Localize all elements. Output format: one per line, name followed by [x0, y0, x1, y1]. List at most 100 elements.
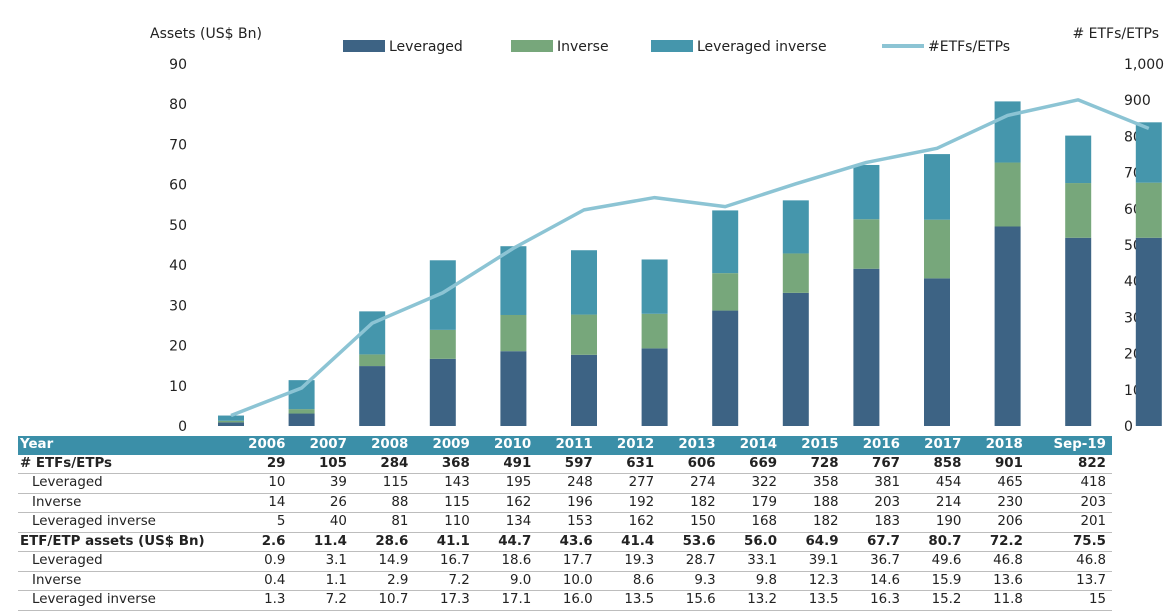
- bar-segment: [641, 348, 668, 426]
- table-cell: 75.5: [1028, 532, 1112, 552]
- table-row: Leveraged 10 39 115 143 195 248 277 274 322 358 381…: [18, 473, 1112, 494]
- table-cell: 46.8: [1028, 551, 1112, 572]
- bar-segment: [712, 310, 739, 426]
- table-column-header: 2010: [475, 436, 538, 455]
- bar-segment: [782, 200, 809, 254]
- table-cell: 12.3: [783, 571, 845, 591]
- bar-segment: [641, 313, 668, 349]
- line-series: [230, 98, 1150, 418]
- left-tick-label: 70: [169, 137, 187, 153]
- table-cell: 465: [967, 473, 1029, 494]
- table-column-header: 2009: [414, 436, 476, 455]
- bar-segment: [641, 259, 668, 314]
- bar-segment: [288, 380, 315, 410]
- bar-segment: [1065, 237, 1092, 426]
- table-row-label: Inverse: [18, 571, 230, 591]
- table-cell: 7.2: [414, 571, 476, 591]
- table-cell: 1.1: [291, 571, 353, 591]
- table-cell: 46.8: [967, 551, 1029, 572]
- bar-segment: [712, 273, 739, 311]
- bar-group: [218, 101, 1162, 426]
- table-row: Leveraged 0.9 3.1 14.9 16.7 18.6 17.7 19.3 28.7 3…: [18, 551, 1112, 572]
- bar-segment: [924, 278, 950, 426]
- table-cell: 28.7: [660, 551, 722, 572]
- table-cell: 597: [537, 454, 599, 474]
- left-axis-title: Assets (US$ Bn): [150, 26, 262, 42]
- table-cell: 0.4: [230, 571, 292, 591]
- table-cell: 13.2: [721, 590, 784, 611]
- table-row-label: Inverse: [18, 493, 230, 513]
- table-cell: 3.1: [291, 551, 353, 572]
- table-column-header: 2016: [844, 436, 906, 455]
- table-cell: 49.6: [905, 551, 968, 572]
- table-row: Inverse 14 26 88 115 162 196 192 182 179 188 203 214…: [18, 493, 1112, 513]
- table-cell: 17.7: [537, 551, 599, 572]
- table-cell: 72.2: [967, 532, 1029, 552]
- table-cell: 381: [844, 473, 906, 494]
- chart-legend: Leveraged Inverse Leveraged inverse #ETFs/E…: [343, 39, 1010, 55]
- legend-swatch: [343, 40, 385, 52]
- table-cell: 7.2: [291, 590, 353, 611]
- bar-segment: [218, 415, 244, 421]
- table-cell: 11.4: [291, 532, 353, 552]
- table-cell: 40: [291, 512, 353, 533]
- table-row: Leveraged inverse 5 40 81 110 134 153 162 150 168…: [18, 512, 1112, 533]
- table-body: # ETFs/ETPs 29 105 284 368 491 597 631 606 669 728…: [18, 454, 1112, 611]
- legend-label: Inverse: [557, 39, 609, 55]
- bar-segment: [712, 210, 739, 274]
- table-cell: 728: [783, 454, 845, 474]
- right-tick-label: 0: [1124, 419, 1133, 435]
- table-cell: 81: [352, 512, 415, 533]
- table-cell: 36.7: [844, 551, 906, 572]
- table-cell: 39.1: [783, 551, 845, 572]
- table-cell: 15.6: [660, 590, 722, 611]
- table-cell: 134: [475, 512, 538, 533]
- table-cell: 182: [660, 493, 722, 513]
- table-cell: 196: [537, 493, 599, 513]
- table-row-label: # ETFs/ETPs: [18, 454, 230, 474]
- table-cell: 203: [1028, 493, 1112, 513]
- right-axis-title: # ETFs/ETPs: [1072, 26, 1159, 42]
- table-cell: 9.3: [660, 571, 722, 591]
- table-cell: 153: [537, 512, 599, 533]
- table-cell: 88: [352, 493, 415, 513]
- bar-segment: [924, 219, 950, 279]
- left-tick-label: 60: [169, 178, 187, 194]
- left-tick-label: 20: [169, 339, 187, 355]
- left-axis-ticks: 0 10 20 30 40 50 60 70 80 90: [169, 57, 187, 435]
- table-cell: 115: [352, 473, 415, 494]
- bar-segment: [853, 219, 880, 269]
- table-column-header: 2012: [598, 436, 661, 455]
- table-cell: 277: [598, 473, 661, 494]
- table-cell: 13.5: [598, 590, 661, 611]
- table-cell: 150: [660, 512, 722, 533]
- right-tick-label: 1,000: [1124, 57, 1164, 73]
- bar-segment: [994, 101, 1021, 163]
- bar-segment: [429, 358, 456, 426]
- table-cell: 43.6: [537, 532, 599, 552]
- table-cell: 5: [230, 512, 292, 533]
- table-cell: 39: [291, 473, 353, 494]
- table-column-header: 2008: [352, 436, 415, 455]
- table-cell: 418: [1028, 473, 1112, 494]
- table-row-label: Leveraged: [18, 551, 230, 572]
- table-header-label: Year: [18, 436, 230, 455]
- bar-segment: [782, 253, 809, 293]
- table-cell: 669: [721, 454, 784, 474]
- bar-segment: [1135, 237, 1162, 426]
- table-cell: 28.6: [352, 532, 415, 552]
- bar-segment: [288, 413, 315, 426]
- table-cell: 858: [905, 454, 968, 474]
- table-cell: 10.7: [352, 590, 415, 611]
- table-cell: 15.9: [905, 571, 968, 591]
- table-cell: 115: [414, 493, 476, 513]
- table-cell: 17.3: [414, 590, 476, 611]
- left-tick-label: 30: [169, 298, 187, 314]
- bar-segment: [994, 226, 1021, 426]
- table-cell: 230: [967, 493, 1029, 513]
- data-table: Year 2006 2007 2008 2009 2010 2011 2012 2013 201…: [18, 436, 1112, 611]
- left-tick-label: 90: [169, 57, 187, 73]
- table-cell: 15: [1028, 590, 1112, 611]
- bar-segment: [853, 164, 880, 220]
- table-column-header: 2014: [721, 436, 784, 455]
